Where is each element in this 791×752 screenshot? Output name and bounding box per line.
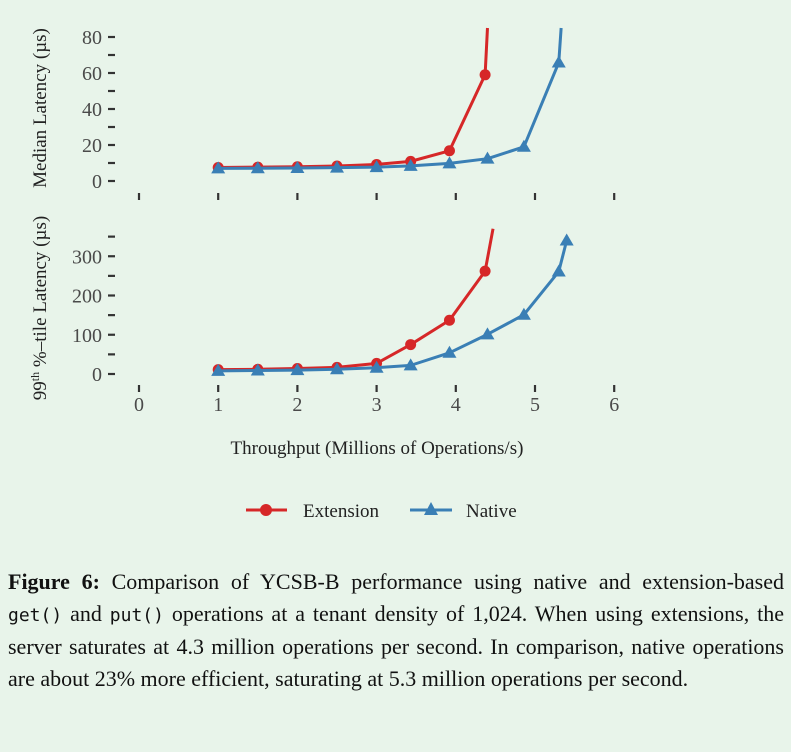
legend-extension-label: Extension [303,501,379,522]
legend-native-label: Native [466,501,517,522]
data-point-extension [443,314,455,326]
data-point-native [250,363,265,376]
x-axis-title: Throughput (Millions of Operations/s) [231,438,524,459]
data-point-native [330,362,344,375]
bottom-y-axis-title: 99th %–tile Latency (µs) [28,216,51,400]
data-point-native [551,264,566,277]
legend-item-native: Native [410,501,517,522]
data-point-native [442,345,457,358]
ylabel-99: 99 [30,381,51,400]
data-point-native [211,161,226,174]
data-point-native [559,233,574,246]
data-point-native [516,307,531,320]
x-tick-label: 3 [372,394,382,416]
caption-code-put: put() [109,604,164,626]
ylabel-sup: th [28,372,42,381]
top-y-axis: 0 20 40 60 80 [82,27,115,193]
data-point-native [551,55,566,68]
top-y-axis-title: Median Latency (µs) [30,28,51,188]
caption-text-1: Comparison of YCSB-B performance using n… [99,569,785,594]
x-tick-label: 2 [292,394,302,416]
data-point-extension [479,69,491,81]
y-tick-label: 60 [82,63,102,85]
y-tick-label: 0 [92,364,102,386]
data-point-native [442,156,457,169]
data-point-native [211,363,226,376]
y-tick-label: 0 [92,171,102,193]
data-point-native [480,151,495,164]
x-tick-label: 1 [213,394,223,416]
y-tick-label: 80 [82,27,102,49]
data-point-native [369,360,384,373]
data-point-native [516,139,531,152]
caption-text-2: and [62,600,110,626]
caption-text-3: operations at a tenant density of 1,024.… [8,600,784,691]
y-tick-label: 200 [72,286,102,308]
legend-extension-marker [260,504,272,516]
top-x-tick-marks [137,193,616,200]
y-tick-label: 300 [72,246,102,268]
legend-item-extension: Extension [246,501,379,522]
y-tick-label: 40 [82,99,102,121]
top-plot-area [211,27,566,174]
ylabel-rest: %–tile Latency (µs) [30,216,51,372]
bottom-y-axis: 0 100 200 300 [72,235,115,386]
caption-label: Figure 6: [8,569,100,594]
x-tick-label: 4 [451,394,461,416]
series-line-native [218,27,563,170]
data-point-native [290,161,305,174]
data-point-extension [405,339,417,351]
legend: Extension Native [246,501,517,522]
figure-caption: Figure 6: Comparison of YCSB-B performan… [8,566,784,694]
data-point-native [480,327,495,340]
data-point-extension [443,145,455,157]
x-tick-label: 6 [609,394,619,416]
data-point-native [250,161,265,174]
bottom-x-axis: 0 1 2 3 4 5 6 [134,385,619,416]
data-point-extension [479,265,491,277]
data-point-native [403,358,418,371]
bottom-plot-area [211,228,574,376]
x-tick-label: 0 [134,394,144,416]
x-tick-label: 5 [530,394,540,416]
legend-native-marker [424,502,438,515]
data-point-native [330,160,344,173]
data-point-native [290,363,305,376]
caption-code-get: get() [8,604,63,626]
data-point-native [369,160,384,173]
series-line-extension [218,228,495,372]
y-tick-label: 20 [82,135,102,157]
series-line-native [218,240,569,373]
y-tick-label: 100 [72,325,102,347]
data-point-native [403,158,418,171]
